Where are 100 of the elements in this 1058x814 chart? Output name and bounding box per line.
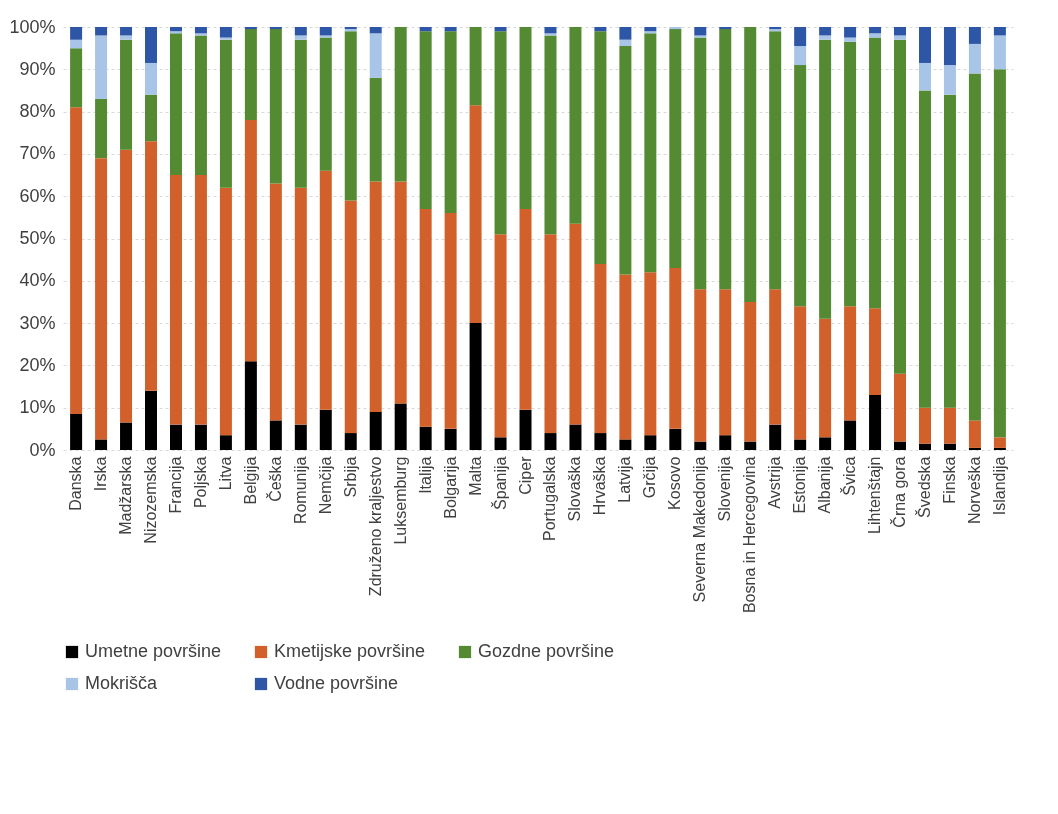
- bar: [194, 175, 207, 425]
- legend-label: Mokrišča: [85, 673, 158, 693]
- bar: [95, 35, 108, 99]
- bar: [244, 120, 257, 362]
- bar: [943, 443, 956, 450]
- bar: [918, 27, 931, 63]
- bar: [145, 94, 158, 142]
- bar: [269, 183, 282, 421]
- bar: [194, 424, 207, 450]
- bar: [319, 409, 332, 450]
- x-tick-label: Češka: [265, 456, 284, 502]
- bar: [744, 301, 757, 442]
- y-tick-label: 30%: [19, 312, 56, 333]
- bar: [394, 181, 407, 404]
- bar: [294, 27, 307, 36]
- x-tick-label: Hrvaška: [591, 456, 609, 516]
- bar: [444, 31, 457, 214]
- y-tick-label: 10%: [19, 397, 56, 418]
- bar: [968, 73, 981, 421]
- bar: [769, 424, 782, 450]
- x-tick-label: Albanija: [816, 456, 834, 514]
- x-tick-label: Slovenija: [716, 456, 734, 522]
- bar: [594, 27, 607, 32]
- legend-label: Kmetijske površine: [274, 641, 426, 661]
- bar: [70, 414, 83, 450]
- bar: [968, 27, 981, 44]
- bar: [844, 27, 857, 38]
- bar: [369, 33, 382, 78]
- x-tick-label: Kosovo: [666, 456, 684, 510]
- bar: [444, 213, 457, 429]
- bar: [918, 407, 931, 444]
- bar: [619, 39, 632, 47]
- bar: [694, 35, 707, 38]
- x-tick-label: Nizozemska: [142, 456, 160, 544]
- bar: [644, 272, 657, 436]
- bar: [169, 424, 182, 450]
- x-tick-label: Islandija: [990, 456, 1008, 516]
- bar: [869, 37, 882, 309]
- y-tick-label: 50%: [19, 228, 56, 248]
- bar: [194, 27, 207, 34]
- bar: [869, 308, 882, 396]
- y-tick-label: 60%: [19, 185, 56, 206]
- bar: [619, 46, 632, 275]
- bar: [869, 395, 882, 450]
- bar: [894, 35, 907, 40]
- y-tick-label: 20%: [19, 354, 56, 375]
- bar: [993, 27, 1006, 36]
- bar: [993, 437, 1006, 448]
- bar: [519, 409, 532, 450]
- x-tick-label: Estonija: [791, 456, 809, 514]
- bar: [594, 433, 607, 450]
- x-tick-label: Švica: [840, 456, 859, 496]
- bar: [319, 37, 332, 171]
- bar: [819, 27, 832, 36]
- bar: [943, 407, 956, 444]
- bar: [844, 306, 857, 421]
- bar: [70, 107, 83, 415]
- bar: [993, 35, 1006, 70]
- x-tick-label: Lihtenštajn: [866, 456, 884, 534]
- bar: [169, 175, 182, 425]
- bar: [169, 33, 182, 176]
- bar: [918, 443, 931, 450]
- bar: [120, 422, 133, 450]
- bar: [294, 187, 307, 425]
- bar: [694, 27, 707, 36]
- bar: [694, 37, 707, 290]
- x-tick-label: Srbija: [341, 456, 359, 498]
- bar: [219, 37, 232, 40]
- bar: [569, 27, 582, 224]
- bar: [719, 435, 732, 450]
- bar: [769, 289, 782, 425]
- bar: [269, 420, 282, 450]
- x-tick-label: Črna gora: [890, 456, 909, 528]
- bar: [744, 441, 757, 450]
- x-tick-label: Poljska: [191, 456, 209, 509]
- x-tick-label: Luksemburg: [391, 456, 409, 545]
- bar: [419, 426, 432, 450]
- x-tick-label: Norveška: [965, 456, 983, 525]
- x-tick-label: Slovaška: [566, 456, 584, 522]
- bar: [369, 27, 382, 34]
- bar: [419, 208, 432, 427]
- bar: [869, 33, 882, 38]
- bar: [569, 424, 582, 450]
- bar: [794, 65, 807, 307]
- bar: [569, 223, 582, 425]
- bar: [294, 39, 307, 188]
- bar: [544, 27, 557, 34]
- y-tick-label: 80%: [19, 101, 56, 122]
- bar: [943, 94, 956, 408]
- bar: [145, 390, 158, 450]
- bar: [394, 403, 407, 450]
- bar: [669, 428, 682, 450]
- bar: [694, 441, 707, 450]
- bar: [544, 234, 557, 434]
- bar: [95, 158, 108, 440]
- bar: [494, 31, 507, 235]
- y-tick-label: 0%: [29, 439, 56, 460]
- bar: [619, 27, 632, 40]
- bar: [794, 27, 807, 47]
- bar: [294, 424, 307, 450]
